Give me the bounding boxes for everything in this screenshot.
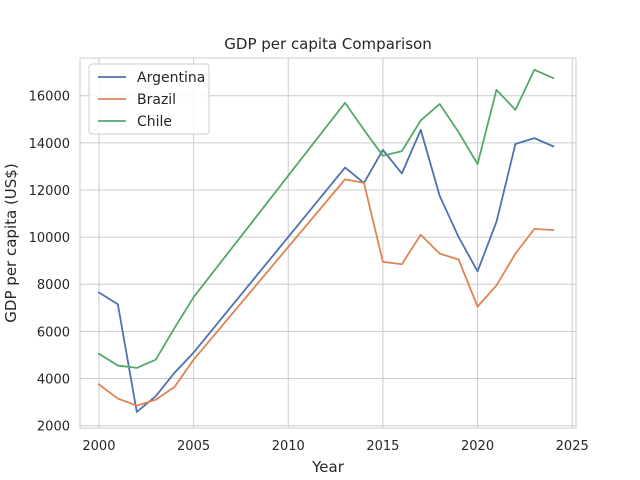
legend-box — [88, 63, 210, 135]
y-tick-label: 14000 — [29, 137, 70, 152]
y-tick-label: 8000 — [37, 278, 70, 293]
y-tick-label: 10000 — [29, 231, 70, 246]
y-tick-label: 4000 — [37, 373, 70, 388]
x-tick-label: 2005 — [177, 439, 210, 454]
chart-title: GDP per capita Comparison — [224, 35, 431, 53]
series-line-brazil — [97, 178, 555, 407]
series-line-argentina — [97, 128, 555, 413]
x-axis-label: Year — [311, 458, 345, 476]
tick-labels: 2000 2005 2010 2015 2020 2025 2000 4000 6000 8000… — [29, 90, 589, 454]
x-tick-label: 2000 — [82, 439, 115, 454]
y-axis-label: GDP per capita (US$) — [2, 163, 20, 322]
series-line-chile — [97, 68, 555, 369]
y-tick-label: 6000 — [37, 325, 70, 340]
y-tick-label: 2000 — [37, 420, 70, 435]
x-tick-label: 2025 — [556, 439, 589, 454]
legend: Argentina Brazil Chile — [88, 63, 210, 135]
y-tick-label: 16000 — [29, 90, 70, 105]
x-tick-label: 2015 — [366, 439, 399, 454]
x-tick-label: 2020 — [461, 439, 494, 454]
series-lines — [97, 68, 555, 413]
x-tick-label: 2010 — [272, 439, 305, 454]
legend-label: Argentina — [137, 70, 205, 86]
y-tick-label: 12000 — [29, 184, 70, 199]
legend-label: Chile — [137, 114, 172, 130]
legend-label: Brazil — [137, 92, 176, 108]
